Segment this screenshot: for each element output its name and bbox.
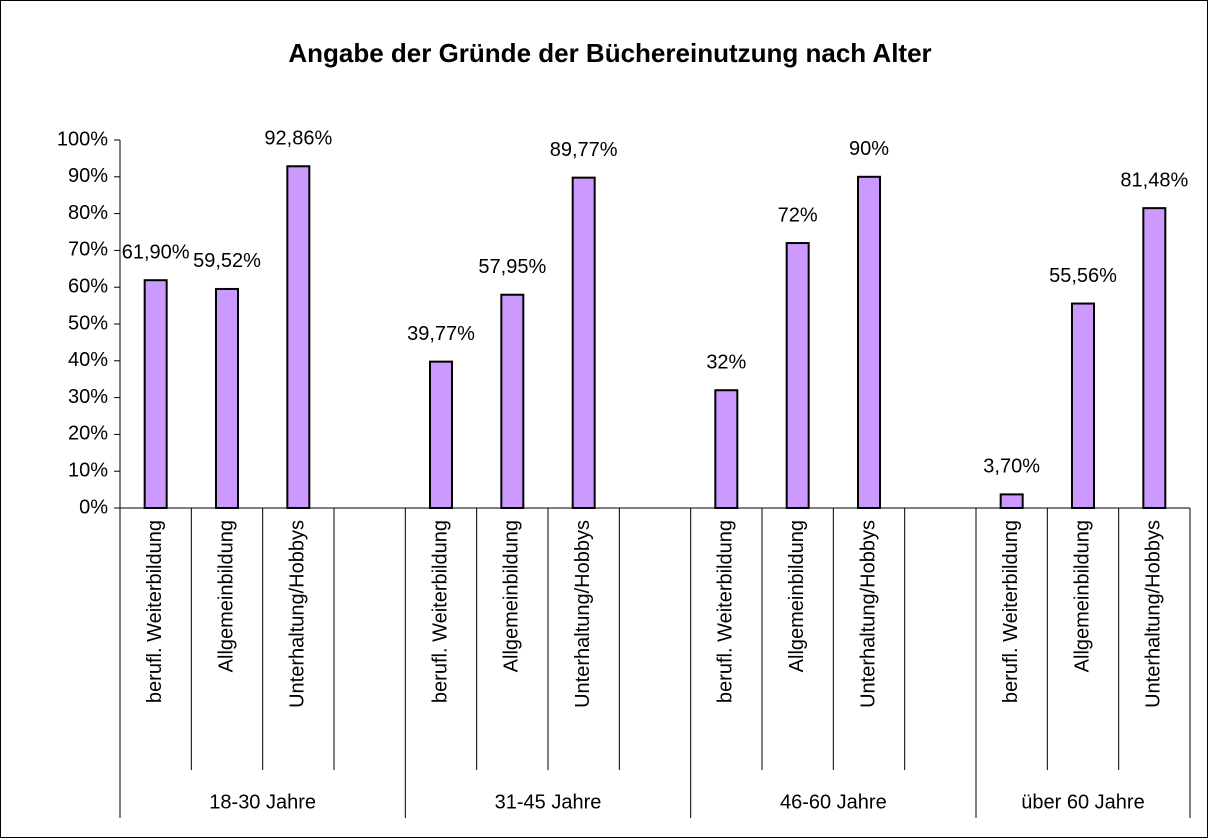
bar xyxy=(714,389,739,509)
y-tick-label: 70% xyxy=(68,239,108,261)
x-tick-label: Unterhaltung/Hobbys xyxy=(857,520,879,708)
y-tick-label: 40% xyxy=(68,349,108,371)
data-label: 89,77% xyxy=(550,139,618,161)
bar xyxy=(571,176,596,509)
x-tick-label: berufl. Weiterbildung xyxy=(144,520,166,703)
y-tick-label: 10% xyxy=(68,459,108,481)
bar xyxy=(785,242,810,509)
data-label: 39,77% xyxy=(407,323,475,345)
group-label: 18-30 Jahre xyxy=(209,791,316,813)
data-label: 57,95% xyxy=(478,256,546,278)
x-tick-label: Allgemeinbildung xyxy=(1071,520,1093,672)
bar xyxy=(286,165,311,509)
data-label: 92,86% xyxy=(264,128,332,150)
data-label: 55,56% xyxy=(1049,265,1117,287)
group-label: 46-60 Jahre xyxy=(780,791,887,813)
group-label: über 60 Jahre xyxy=(1021,791,1144,813)
x-tick-label: berufl. Weiterbildung xyxy=(429,520,451,703)
data-label: 72% xyxy=(778,204,818,226)
data-label: 32% xyxy=(706,352,746,374)
bar xyxy=(500,293,525,509)
bar xyxy=(1071,302,1095,510)
y-tick-label: 50% xyxy=(68,312,108,334)
y-tick-label: 0% xyxy=(79,496,108,518)
data-label: 61,90% xyxy=(122,241,190,263)
data-label: 3,70% xyxy=(983,456,1040,478)
x-tick-label: Allgemeinbildung xyxy=(215,520,237,672)
y-tick-label: 60% xyxy=(68,275,108,297)
x-tick-label: Allgemeinbildung xyxy=(786,520,808,672)
group-label: 31-45 Jahre xyxy=(495,791,602,813)
y-tick-label: 90% xyxy=(68,165,108,187)
bar xyxy=(429,360,453,509)
bar xyxy=(1142,207,1167,509)
y-tick-label: 80% xyxy=(68,202,108,224)
chart-title: Angabe der Gründe der Büchereinutzung na… xyxy=(288,38,931,68)
x-tick-label: Unterhaltung/Hobbys xyxy=(572,520,594,708)
y-tick-label: 20% xyxy=(68,423,108,445)
data-label: 81,48% xyxy=(1120,169,1188,191)
x-tick-label: Allgemeinbildung xyxy=(501,520,523,672)
x-tick-label: Unterhaltung/Hobbys xyxy=(287,520,309,708)
x-tick-label: berufl. Weiterbildung xyxy=(715,520,737,703)
bar xyxy=(143,279,168,510)
y-tick-label: 100% xyxy=(57,128,108,150)
y-tick-label: 30% xyxy=(68,386,108,408)
x-tick-label: Unterhaltung/Hobbys xyxy=(1143,520,1165,708)
x-tick-label: berufl. Weiterbildung xyxy=(1000,520,1022,703)
bar xyxy=(857,175,881,510)
bar xyxy=(999,493,1024,510)
bar xyxy=(215,287,239,509)
data-label: 59,52% xyxy=(193,250,261,272)
data-label: 90% xyxy=(849,138,889,160)
